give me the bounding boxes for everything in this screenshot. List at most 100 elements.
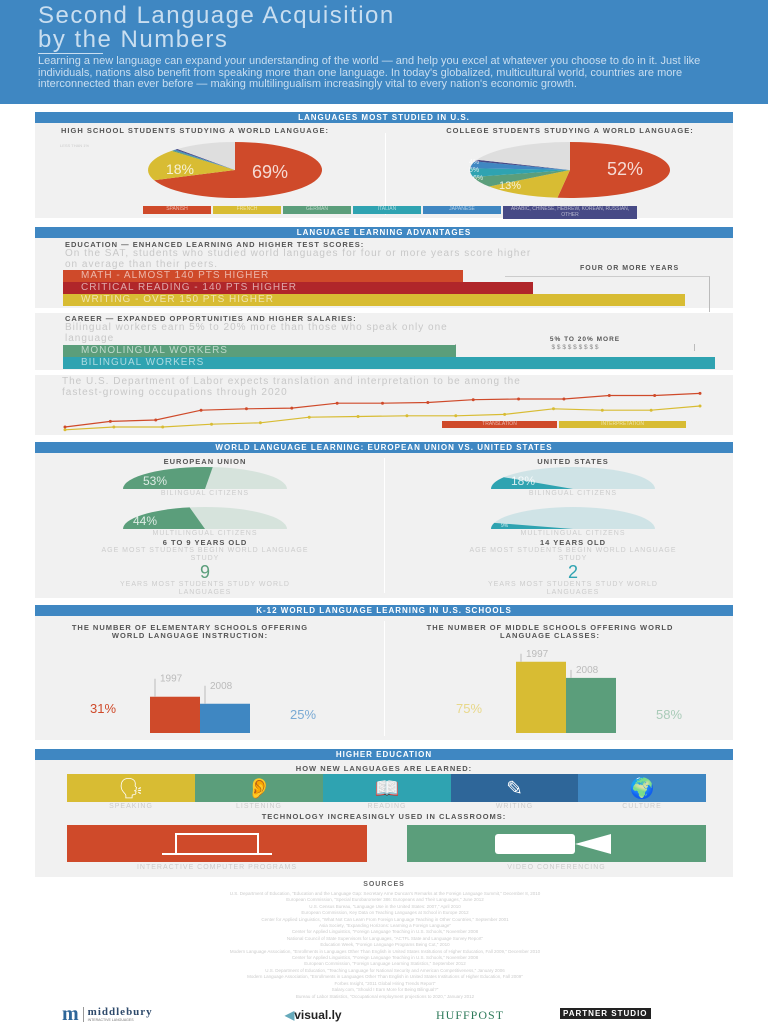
middlebury-sub: INTERACTIVE LANGUAGES xyxy=(87,1017,134,1022)
video-camera-icon xyxy=(495,834,575,854)
section-header-eu-us: WORLD LANGUAGE LEARNING: EUROPEAN UNION … xyxy=(35,442,733,458)
data-point xyxy=(199,408,203,412)
sources-heading: SOURCES xyxy=(363,881,405,888)
european-union-multilingual-label: MULTILINGUAL CITIZENS xyxy=(152,530,258,537)
data-point xyxy=(454,414,458,418)
half-pie-fill xyxy=(123,467,213,489)
monolingual-bar: MONOLINGUAL WORKERS xyxy=(63,345,456,357)
speaking-label: SPEAKING xyxy=(109,803,153,810)
source-line: National Council of State Supervisors fo… xyxy=(286,935,484,941)
career-title: CAREER — EXPANDED OPPORTUNITIES AND HIGH… xyxy=(65,314,357,323)
data-point xyxy=(653,394,657,397)
listening-icon: 👂 xyxy=(195,774,323,802)
data-point xyxy=(698,391,702,395)
european-union-multilingual-pct: 44% xyxy=(133,514,158,528)
data-point xyxy=(307,415,311,419)
bilingual-bar: BILINGUAL WORKERS xyxy=(63,357,715,369)
year-label: 2008 xyxy=(576,665,599,676)
reading-bar: CRITICAL READING - 140 PTS HIGHER xyxy=(63,282,533,294)
year-label: 1997 xyxy=(526,649,549,660)
year-label: 2008 xyxy=(210,681,233,692)
pie-slice xyxy=(477,142,570,170)
pie-label: 52% xyxy=(607,159,643,179)
legend-item: GERMAN xyxy=(283,206,351,214)
united-states-years: 2 xyxy=(567,562,578,582)
legend-item: ARABIC, CHINESE, HEBREW, KOREAN, RUSSIAN… xyxy=(503,206,637,219)
source-line: Center for Applied Linguistics, "What No… xyxy=(261,916,509,922)
pie-slice xyxy=(173,149,235,170)
labor-text: The U.S. Department of Labor expects tra… xyxy=(62,376,521,398)
united-states-multilingual-pct: 9% xyxy=(501,523,509,529)
source-line: Center for Applied Linguistics, "Foreign… xyxy=(291,955,479,961)
data-point xyxy=(108,419,112,423)
bar xyxy=(516,661,566,733)
data-point xyxy=(503,412,507,416)
source-line: European Commission, "Special Eurobarome… xyxy=(286,897,484,903)
data-point xyxy=(258,421,262,425)
united-states-title: UNITED STATES xyxy=(537,457,609,466)
half-pie-fill xyxy=(123,507,205,529)
european-union-bilingual-pct: 53% xyxy=(143,474,168,488)
legend-item: SPANISH xyxy=(143,206,211,214)
title-line-1: Second Language Acquisition xyxy=(38,2,395,29)
pie-slice xyxy=(175,148,235,170)
european-union-years: 9 xyxy=(199,562,210,582)
source-line: Modern Language Association, "Enrollment… xyxy=(229,948,541,954)
writing-icon: ✎ xyxy=(451,774,578,802)
culture-label: CULTURE xyxy=(622,803,662,810)
european-union-age: 6 TO 9 YEARS OLD xyxy=(162,538,248,547)
data-point xyxy=(698,404,702,408)
pie-slice xyxy=(557,142,670,198)
united-states-age: 14 YEARS OLD xyxy=(539,538,607,547)
reading-icon: 📖 xyxy=(323,774,451,802)
sources-list: U.S. Department of Education, "Education… xyxy=(60,891,710,1000)
united-states-years-label: YEARS MOST STUDENTS STUDY WORLD LANGUAGE… xyxy=(488,581,658,596)
data-point xyxy=(356,415,360,418)
source-line: European Commission, Key Data on Teachin… xyxy=(301,910,469,916)
career-text: Bilingual workers earn 5% to 20% more th… xyxy=(65,322,448,344)
labor-panel: The U.S. Department of Labor expects tra… xyxy=(35,375,733,435)
video-tile xyxy=(407,825,706,862)
data-point xyxy=(426,401,430,404)
pie-label: 5% xyxy=(469,167,479,174)
data-point xyxy=(405,414,409,418)
camera-lens xyxy=(575,834,611,854)
data-point xyxy=(562,397,566,401)
pie-label: 69% xyxy=(252,162,288,182)
data-point xyxy=(154,418,158,422)
reading-label: READING xyxy=(367,803,407,810)
data-point xyxy=(471,398,475,402)
pct-label: 75% xyxy=(456,701,482,716)
half-pie-fill xyxy=(491,477,573,489)
legend-item: FRENCH xyxy=(213,206,281,214)
data-point xyxy=(63,425,67,429)
hs-title: HIGH SCHOOL STUDENTS STUDYING A WORLD LA… xyxy=(61,126,329,135)
data-point xyxy=(63,428,67,432)
united-states-bilingual-pct: 18% xyxy=(511,474,536,488)
half-pie-fill xyxy=(491,522,573,529)
visually-logo: ◀visual.ly xyxy=(285,1008,342,1022)
visually-text: visual.ly xyxy=(294,1008,342,1022)
middlebury-logo: m middlebury INTERACTIVE LANGUAGES xyxy=(62,1004,153,1024)
culture-icon: 🌍 xyxy=(578,774,706,802)
pie-slice xyxy=(154,142,322,198)
pct-label: 31% xyxy=(90,701,116,716)
half-pie-bg xyxy=(491,507,655,529)
data-point xyxy=(290,406,294,410)
data-point xyxy=(161,425,165,429)
european-union-age-label: AGE MOST STUDENTS BEGIN WORLD LANGUAGE S… xyxy=(101,547,309,562)
pie-label: 13% xyxy=(499,180,521,192)
series-line xyxy=(64,405,701,431)
pie-slice xyxy=(470,168,570,177)
title-line-2: by the Numbers xyxy=(38,26,229,53)
pct-label: 58% xyxy=(656,707,682,722)
writing-bar: WRITING - OVER 150 PTS HIGHER xyxy=(63,294,685,306)
section-header-k12: K-12 WORLD LANGUAGE LEARNING IN U.S. SCH… xyxy=(35,605,733,621)
writing-label: WRITING xyxy=(495,803,534,810)
growth-line-chart xyxy=(63,391,702,432)
united-states-bilingual-label: BILINGUAL CITIZENS xyxy=(528,490,618,497)
math-bar: MATH - ALMOST 140 PTS HIGHER xyxy=(63,270,463,282)
pie-slice xyxy=(171,150,235,170)
source-line: Bureau of Labor Statistics, "Occupationa… xyxy=(295,993,475,999)
listening-label: LISTENING xyxy=(236,803,282,810)
